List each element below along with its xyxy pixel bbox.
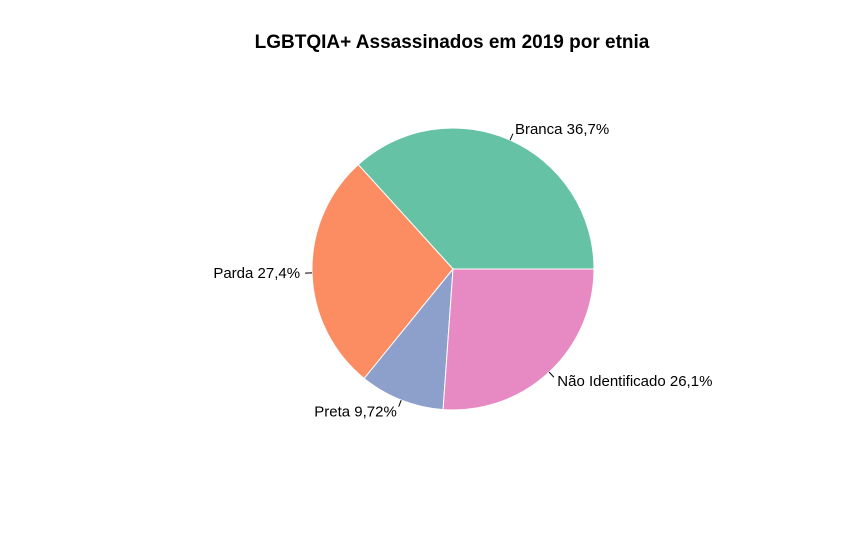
pie-leader-line	[548, 371, 555, 378]
pie-slice-label: Não Identificado 26,1%	[557, 373, 712, 390]
pie-leader-line	[509, 133, 514, 141]
chart-title: LGBTQIA+ Assassinados em 2019 por etnia	[255, 32, 650, 53]
pie-slice-label: Preta 9,72%	[314, 403, 397, 420]
pie-slice	[442, 268, 595, 411]
pie-slice	[357, 127, 595, 270]
pie-slice-label: Branca 36,7%	[515, 121, 609, 138]
pie-leader-line	[398, 399, 402, 407]
pie-slices	[311, 127, 595, 411]
pie-slice	[363, 267, 454, 411]
pie-slice-label: Parda 27,4%	[213, 265, 300, 282]
pie-labels: Branca 36,7% Parda 27,4% Preta 9,72% Não Id…	[213, 121, 712, 420]
pie-slice	[311, 163, 454, 380]
